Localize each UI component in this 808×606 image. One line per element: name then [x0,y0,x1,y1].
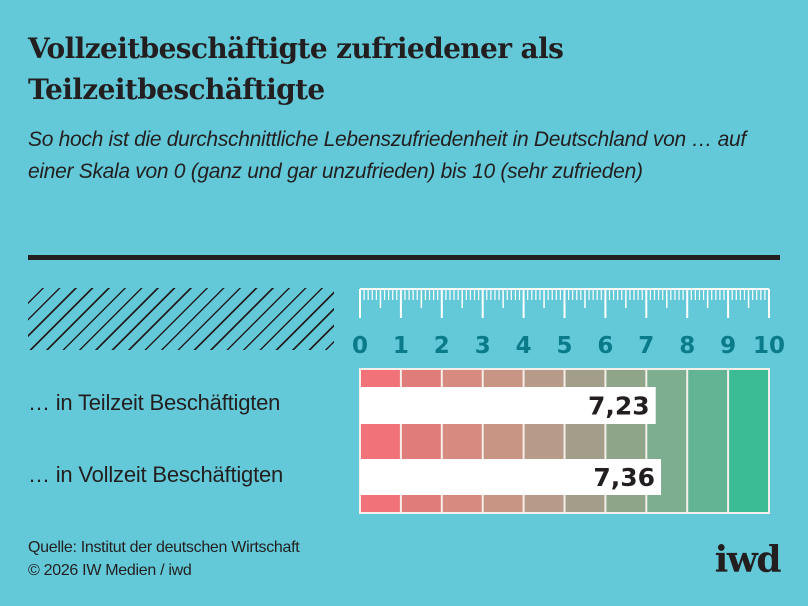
tick-label-8: 8 [679,333,695,359]
chart-subtitle: So hoch ist die durchschnittliche Lebens… [28,128,746,183]
hatch-pattern [28,288,334,350]
source-text: Quelle: Institut der deutschen Wirtschaf… [28,539,300,556]
category-label-teilzeit: … in Teilzeit Beschäftigten [28,390,281,415]
category-label-vollzeit: … in Vollzeit Beschäftigten [28,462,284,487]
bar-0 [360,387,656,424]
iwd-logo: iwd [714,539,782,581]
bar-1 [360,459,662,495]
chart-title: Vollzeitbeschäftigte zufriedener als Tei… [28,32,564,106]
tick-label-10: 10 [753,333,785,359]
tick-label-2: 2 [434,333,450,359]
tick-label-7: 7 [638,333,654,359]
tick-label-0: 0 [352,333,368,359]
tick-label-3: 3 [475,333,491,359]
scale-band-9 [729,370,768,512]
divider-rule [28,255,780,260]
copyright-text: © 2026 IW Medien / iwd [28,562,192,579]
tick-label-5: 5 [556,333,572,359]
tick-label-4: 4 [516,333,532,359]
source-block: Quelle: Institut der deutschen Wirtschaf… [28,536,300,582]
bar-value-label-0: 7,23 [588,392,650,421]
tick-label-9: 9 [720,333,736,359]
bar-value-label-1: 7,36 [593,463,655,492]
tick-label-6: 6 [597,333,613,359]
scale-band-8 [688,370,728,512]
tick-label-1: 1 [393,333,409,359]
